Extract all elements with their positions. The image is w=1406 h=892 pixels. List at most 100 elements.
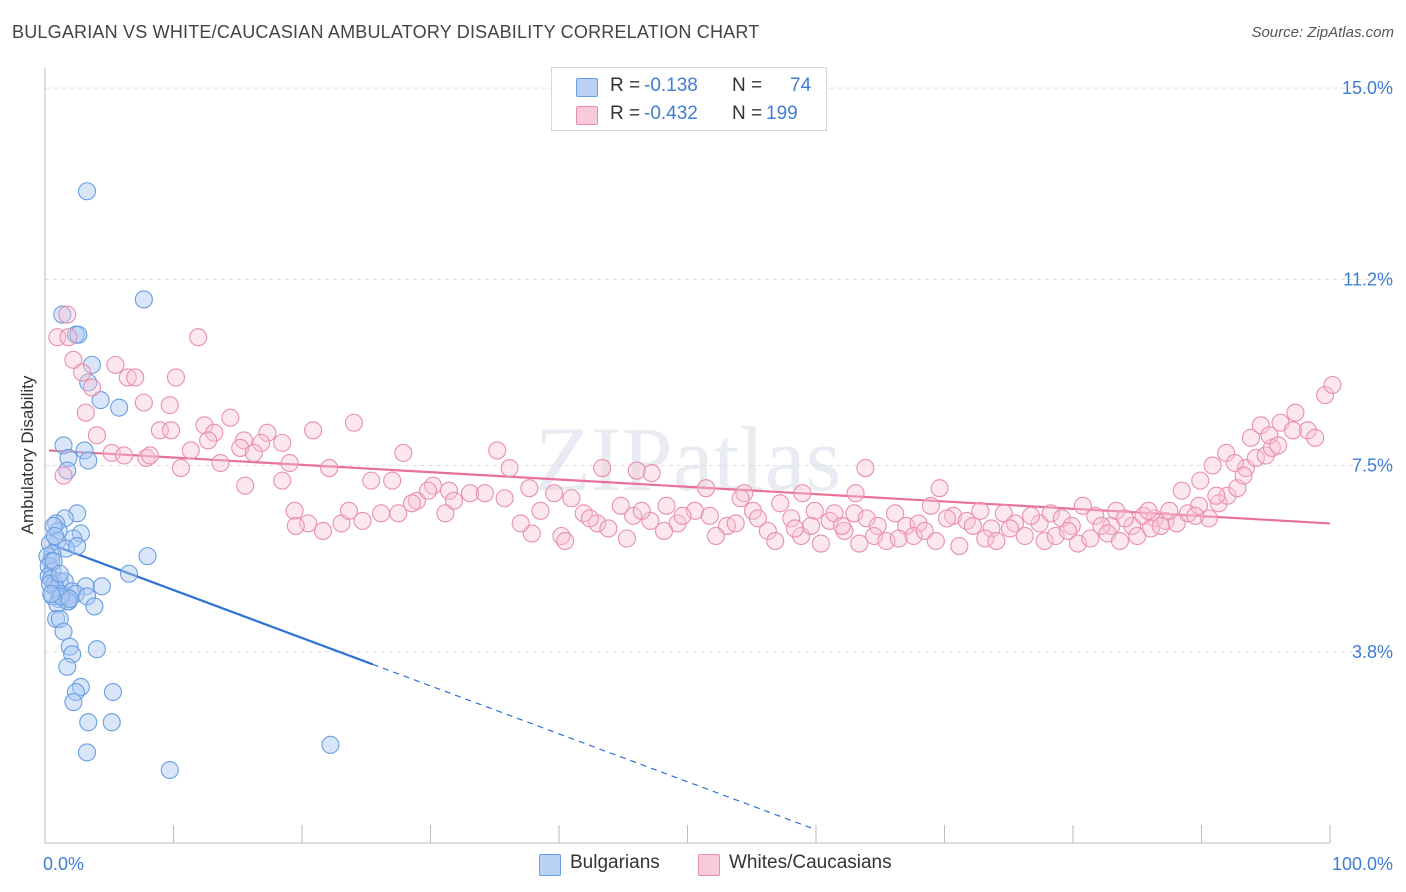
data-point [362, 471, 381, 490]
data-point [766, 531, 785, 551]
data-point [102, 713, 121, 732]
r-value: -0.138 [644, 75, 698, 96]
data-point [50, 564, 69, 583]
data-point [77, 182, 97, 201]
data-point [1298, 421, 1317, 440]
data-point [195, 416, 214, 435]
legend-label-whites: Whites/Caucasians [729, 852, 892, 873]
data-point [475, 484, 494, 503]
trend-extension-bulgarians [372, 663, 817, 831]
data-point [402, 494, 422, 513]
data-point [921, 496, 940, 515]
data-point [937, 509, 957, 528]
data-point [79, 451, 98, 470]
data-point [802, 516, 821, 535]
data-point [731, 489, 750, 508]
data-point [252, 433, 271, 452]
data-point [110, 398, 129, 417]
data-point [987, 531, 1006, 551]
data-point [286, 516, 305, 535]
data-point [545, 484, 564, 503]
data-point [611, 496, 630, 515]
data-point [782, 509, 801, 528]
data-point [599, 519, 618, 538]
n-value: 74 [790, 75, 812, 96]
data-point [59, 328, 78, 347]
data-point [115, 446, 134, 465]
data-point [82, 378, 102, 397]
data-point [1156, 511, 1175, 530]
data-point [321, 735, 340, 754]
data-point [160, 396, 179, 415]
legend-swatch-whites [576, 106, 598, 125]
data-point [140, 446, 160, 465]
data-point [58, 305, 77, 324]
data-point [1000, 519, 1020, 538]
grid-lines [45, 87, 1392, 653]
data-point [654, 521, 674, 541]
data-point [138, 547, 157, 566]
data-point [1207, 486, 1226, 505]
data-point [199, 431, 218, 450]
data-point [700, 506, 719, 525]
y-axis-label: Ambulatory Disability [18, 375, 37, 535]
data-point [726, 514, 745, 533]
chart-title: BULGARIAN VS WHITE/CAUCASIAN AMBULATORY … [12, 22, 760, 42]
data-point [868, 516, 887, 535]
data-point [580, 509, 599, 528]
data-point [500, 458, 519, 478]
data-point [617, 529, 637, 548]
stats-row-bulgarians: R = -0.138 N = 74 [552, 73, 826, 99]
data-point [1286, 403, 1305, 422]
data-point [632, 501, 651, 520]
data-point [976, 529, 995, 548]
data-point [1059, 521, 1078, 541]
data-point [1186, 506, 1205, 525]
data-point [53, 305, 72, 324]
y-tick-label: 11.2% [1343, 269, 1393, 289]
x-tick-label: 100.0% [1332, 854, 1393, 874]
data-point [511, 514, 530, 533]
data-point [904, 526, 923, 546]
data-point [118, 368, 137, 387]
stats-row-whites: R = -0.432 N = 199 [552, 101, 826, 127]
data-point [556, 531, 575, 551]
data-point [273, 471, 292, 490]
data-point [846, 484, 865, 503]
data-point [963, 516, 982, 535]
series-whites [48, 305, 1342, 556]
data-point [313, 521, 333, 541]
data-point [805, 501, 824, 520]
data-point [280, 453, 299, 473]
r-label: R = [610, 75, 641, 96]
trend-lines [48, 449, 1331, 831]
data-point [1283, 421, 1302, 440]
data-point [126, 368, 145, 387]
data-point [181, 441, 200, 460]
data-point [91, 391, 110, 410]
data-point [439, 481, 459, 500]
data-point [1035, 531, 1054, 551]
data-point [1015, 526, 1034, 546]
data-point [771, 494, 790, 513]
data-point [673, 506, 692, 525]
data-point [258, 423, 277, 442]
legend-label-bulgarians: Bulgarians [570, 852, 660, 873]
data-point [106, 355, 125, 374]
data-point [627, 461, 646, 480]
data-point [562, 489, 581, 508]
data-point [930, 479, 949, 498]
data-point [344, 413, 363, 432]
data-point [950, 537, 969, 556]
data-point [1316, 386, 1335, 405]
data-point [1323, 375, 1342, 395]
data-point [166, 368, 186, 387]
data-point [304, 421, 323, 440]
data-point [71, 677, 90, 697]
data-point [205, 423, 224, 442]
data-point [436, 504, 455, 523]
data-point [758, 521, 777, 541]
data-point [1115, 509, 1134, 528]
data-point [889, 529, 908, 548]
